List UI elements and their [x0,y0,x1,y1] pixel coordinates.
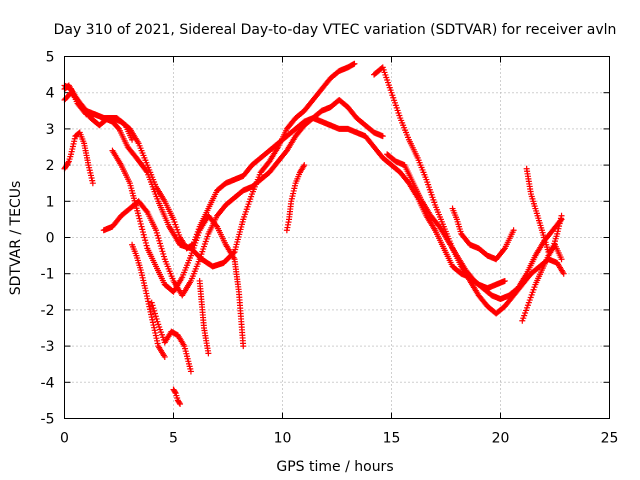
data-point [158,245,165,252]
data-point [135,212,142,219]
data-point [558,212,565,219]
data-points [61,60,567,408]
data-point [139,226,146,233]
data-point [159,248,166,255]
y-axis-label: SDTVAR / TECUs [8,181,24,296]
data-point [137,220,144,227]
data-point [177,401,184,408]
data-point [141,234,148,241]
data-point [65,159,72,166]
data-point [153,229,160,236]
data-point [148,299,155,306]
data-point [151,310,158,317]
data-point [139,229,146,236]
data-point [150,305,157,312]
data-point [142,237,149,244]
data-point [157,243,164,250]
y-tick-label: -1 [41,267,55,283]
data-point [176,399,183,406]
y-tick-label: 5 [46,50,55,66]
x-tick-label: 25 [601,431,619,447]
series-track-c [61,82,508,292]
data-point [143,207,150,214]
series-track-i [170,386,184,408]
series-track-m [384,151,565,303]
plot-frame [64,56,610,419]
y-tick-label: -2 [41,303,55,319]
y-tick-label: -5 [41,412,55,428]
series-track-p [519,241,565,324]
x-tick-label: 15 [383,431,401,447]
series-track-n [449,205,517,263]
data-point [137,218,144,225]
data-point [205,350,212,357]
data-point [560,270,567,277]
series-track-h [129,241,168,360]
data-point [156,237,163,244]
series-track-k [283,162,308,234]
data-point [142,239,149,246]
y-tick-label: 0 [46,231,55,247]
data-point [301,162,308,169]
data-point [501,277,508,284]
x-tick-label: 20 [492,431,510,447]
data-point [155,235,162,242]
data-point [143,168,150,175]
data-point [213,222,220,229]
data-point [510,227,517,234]
y-tick-label: -4 [41,375,55,391]
data-point [149,302,156,309]
data-point [351,60,358,67]
data-point [143,242,150,249]
data-point [115,124,122,131]
data-point [558,256,565,263]
chart-title: Day 310 of 2021, Sidereal Day-to-day VTE… [54,22,617,38]
tick-labels: 0 5 10 15 20 25 -5 -4 -3 -2 -1 0 1 2 3 4 5 [41,50,619,447]
data-point [153,227,160,234]
data-point [161,353,168,360]
data-point [136,215,143,222]
data-point [89,180,96,187]
data-point [154,318,161,325]
series-track-f [109,147,247,350]
data-point [157,240,164,247]
y-tick-label: 2 [46,158,55,174]
data-point [152,313,159,320]
x-axis-label: GPS time / hours [276,459,393,475]
data-point [140,231,147,238]
data-point [138,223,145,230]
series-track-g [148,299,194,375]
data-point [160,250,167,257]
data-point [160,253,167,260]
series-track-e [61,129,96,187]
data-point [379,133,386,140]
data-point [171,388,178,395]
y-tick-label: 4 [46,86,55,102]
series-track-d [100,96,386,299]
series-track-j [196,277,212,357]
data-point [500,246,507,253]
x-tick-label: 5 [169,431,178,447]
x-tick-label: 10 [274,431,292,447]
y-tick-label: 1 [46,194,55,210]
data-point [153,315,160,322]
y-tick-label: 3 [46,122,55,138]
y-tick-label: -3 [41,339,55,355]
data-point [187,368,194,375]
data-point [151,307,158,314]
data-point [154,232,161,239]
data-point [240,343,247,350]
x-tick-label: 0 [60,431,69,447]
